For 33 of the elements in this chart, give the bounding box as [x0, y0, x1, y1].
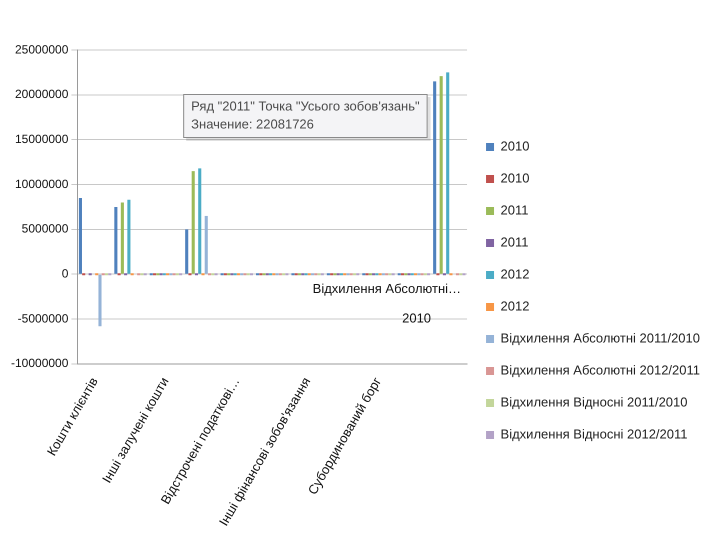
y-tick-label: 15000000: [14, 132, 69, 146]
bar: [204, 216, 208, 274]
annotation: Відхилення Абсолютні…: [312, 280, 462, 296]
bar: [192, 171, 195, 274]
y-tick-label: 5000000: [22, 222, 69, 236]
bar: [198, 168, 202, 274]
bar: [446, 72, 450, 274]
y-tick-label: -5000000: [18, 311, 69, 326]
annotation: Ряд "2011" Точка "Усього зобов'язань" Значение: 22081726: [191, 98, 420, 132]
y-tick-label: 20000000: [14, 87, 69, 102]
bar: [185, 229, 188, 274]
legend-label: Відхилення Абсолютні 2011/2010: [500, 330, 700, 346]
bar: [433, 81, 436, 274]
bar: [440, 76, 443, 274]
y-tick-label: 0: [62, 266, 69, 281]
y-tick-label: 25000000: [14, 42, 69, 56]
bar: [98, 274, 102, 326]
legend-label: 2012: [500, 266, 530, 282]
bar: [114, 206, 118, 274]
legend-label: 2011: [500, 234, 529, 250]
legend-label: Відхилення Відносні 2011/2010: [500, 394, 688, 410]
annotation: 2010: [402, 310, 432, 326]
bar: [120, 202, 124, 274]
legend-label: 2012: [500, 298, 530, 314]
legend-label: 2010: [500, 170, 530, 186]
legend-label: Відхилення Відносні 2012/2011: [500, 426, 688, 442]
bar: [127, 200, 130, 274]
legend-label: Відхилення Абсолютні 2012/2011: [500, 362, 700, 378]
legend-label: 2011: [500, 202, 529, 218]
legend-label: 2010: [500, 138, 530, 154]
y-tick-label: 10000000: [14, 176, 69, 191]
bar: [78, 198, 82, 274]
y-tick-label: -10000000: [10, 356, 69, 370]
